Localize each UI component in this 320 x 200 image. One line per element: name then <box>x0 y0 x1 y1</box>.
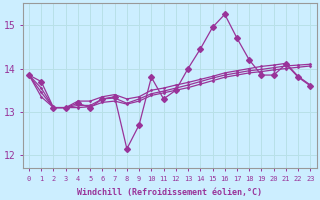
X-axis label: Windchill (Refroidissement éolien,°C): Windchill (Refroidissement éolien,°C) <box>77 188 262 197</box>
